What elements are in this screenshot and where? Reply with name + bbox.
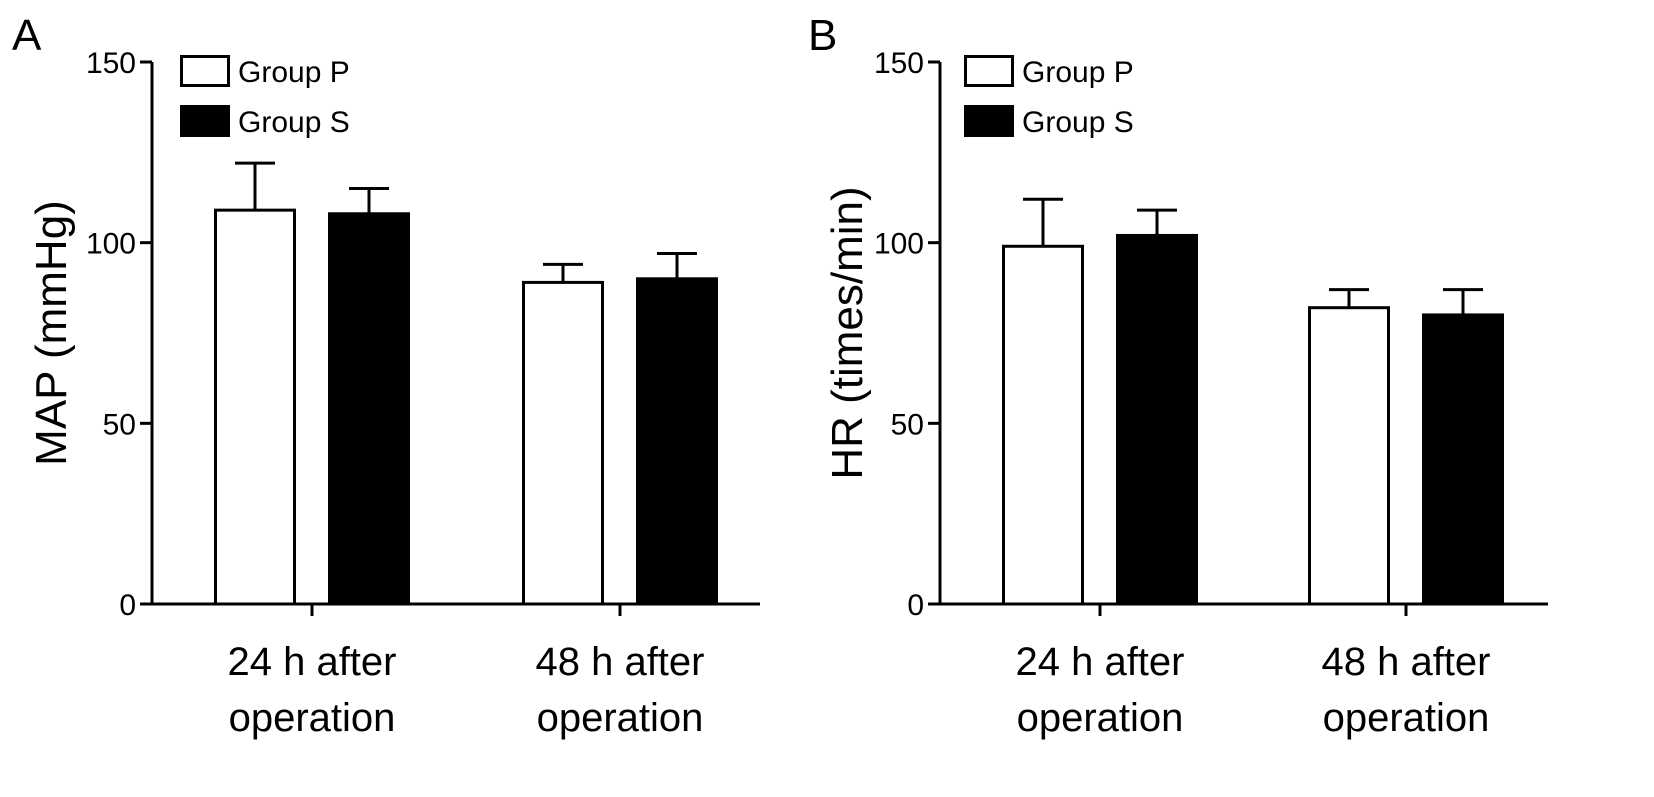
x-category-label: 48 h after [1321,640,1490,684]
bar-group-p [214,208,296,606]
panel-letter: B [808,11,837,60]
legend-label: Group P [1022,56,1134,89]
legend-label: Group P [238,56,350,89]
y-tick-label: 0 [119,589,136,622]
y-tick-label: 50 [891,408,924,441]
legend-swatch [180,55,230,87]
y-tick-label: 100 [874,228,924,261]
y-axis-label: MAP (mmHg) [27,200,76,466]
y-tick-label: 100 [86,228,136,261]
y-axis-label: HR (times/min) [823,186,872,479]
bar-group-s [328,212,410,606]
x-category-label: operation [1323,696,1490,740]
chart-panel-b: B 0 50 100 150 HR (times/min) 24 h after operat… [808,11,1548,740]
y-tick-label: 150 [86,47,136,80]
legend-swatch [964,105,1014,137]
bar-group-s [636,277,718,606]
x-category-label: 24 h after [1015,640,1184,684]
bar-group-s [1422,313,1504,606]
legend-label: Group S [1022,106,1134,139]
bar-group-p [1002,244,1084,606]
x-category-label: operation [1017,696,1184,740]
panel-letter: A [12,11,42,60]
bar-group-s [1116,233,1198,606]
bar-group-p [1308,306,1390,606]
y-tick-label: 150 [874,47,924,80]
x-category-label: 48 h after [535,640,704,684]
legend-swatch [964,55,1014,87]
x-category-label: operation [229,696,396,740]
legend-swatch [180,105,230,137]
x-category-label: 24 h after [227,640,396,684]
x-category-label: operation [537,696,704,740]
legend-label: Group S [238,106,350,139]
chart-panel-a: A 0 50 100 150 MAP (mmHg) 24 h after operation 4… [12,11,760,740]
bar-group-p [522,280,604,606]
y-tick-label: 50 [103,408,136,441]
y-tick-label: 0 [907,589,924,622]
